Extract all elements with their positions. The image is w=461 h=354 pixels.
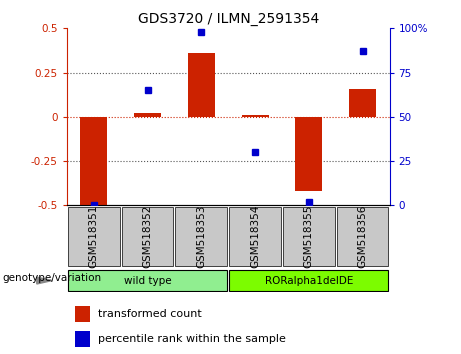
Bar <box>75 331 90 347</box>
FancyBboxPatch shape <box>68 270 227 291</box>
Bar <box>296 117 322 191</box>
Bar <box>134 113 161 117</box>
FancyBboxPatch shape <box>229 270 389 291</box>
Title: GDS3720 / ILMN_2591354: GDS3720 / ILMN_2591354 <box>137 12 319 26</box>
FancyBboxPatch shape <box>283 207 335 266</box>
Bar <box>80 117 107 205</box>
FancyBboxPatch shape <box>337 207 389 266</box>
FancyBboxPatch shape <box>68 207 119 266</box>
FancyBboxPatch shape <box>229 207 281 266</box>
Text: GSM518352: GSM518352 <box>142 205 153 268</box>
Text: RORalpha1delDE: RORalpha1delDE <box>265 275 353 286</box>
Bar <box>242 115 268 117</box>
Bar <box>188 53 215 117</box>
Text: GSM518356: GSM518356 <box>358 205 368 268</box>
Text: GSM518355: GSM518355 <box>304 205 314 268</box>
FancyBboxPatch shape <box>122 207 173 266</box>
Text: GSM518353: GSM518353 <box>196 205 207 268</box>
Text: GSM518354: GSM518354 <box>250 205 260 268</box>
Text: wild type: wild type <box>124 275 171 286</box>
Text: GSM518351: GSM518351 <box>89 205 99 268</box>
Bar <box>75 306 90 322</box>
Text: genotype/variation: genotype/variation <box>2 273 101 283</box>
FancyBboxPatch shape <box>176 207 227 266</box>
Polygon shape <box>37 277 52 284</box>
Text: transformed count: transformed count <box>98 309 202 319</box>
Text: percentile rank within the sample: percentile rank within the sample <box>98 334 286 344</box>
Bar <box>349 88 376 117</box>
